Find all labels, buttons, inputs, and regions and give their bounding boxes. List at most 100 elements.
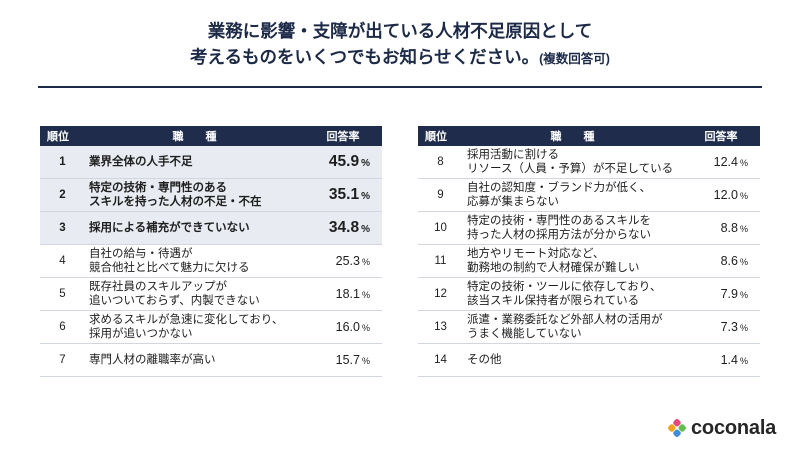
table-row: 5 既存社員のスキルアップが 追いついておらず、内製できない 18.1% — [40, 278, 382, 311]
rank-cell: 10 — [434, 222, 447, 234]
table-row: 3 採用による補充ができていない 34.8% — [40, 212, 382, 245]
logo-petal-bottom — [673, 429, 681, 437]
rank-cell: 8 — [437, 156, 444, 168]
rank-cell: 11 — [434, 255, 447, 267]
job-type-line: 採用活動に割ける — [467, 149, 559, 161]
rank-cell: 3 — [59, 222, 66, 234]
rate-cell: 8.8% — [682, 221, 760, 235]
job-type-line: 求めるスキルが急速に変化しており、 — [89, 314, 284, 326]
job-type-cell: 自社の給与・待遇が 競合他社と比べて魅力に欠ける — [85, 247, 304, 275]
logo-text: coconala — [691, 416, 777, 439]
title-note: (複数回答可) — [539, 52, 610, 66]
title-line-1: 業務に影響・支障が出ている人材不足原因として — [207, 21, 593, 41]
table-row: 13 派遣・業務委託など外部人材の活用が うまく機能していない 7.3% — [418, 311, 760, 344]
rate-cell: 45.9% — [304, 153, 382, 171]
job-type-line: 特定の技術・専門性のある — [89, 182, 227, 194]
rate-cell: 12.0% — [682, 188, 760, 202]
job-type-cell: 専門人材の離職率が高い — [85, 353, 304, 367]
rate-cell: 25.3% — [304, 254, 382, 268]
job-type-cell: 採用による補充ができていない — [85, 221, 304, 235]
percent-unit: % — [739, 158, 748, 168]
job-type-cell: 特定の技術・ツールに依存しており、 該当スキル保持者が限られている — [463, 280, 682, 308]
table-row: 6 求めるスキルが急速に変化しており、 採用が追いつかない 16.0% — [40, 311, 382, 344]
percent-unit: % — [739, 257, 748, 267]
rate-cell: 7.9% — [682, 287, 760, 301]
rate-value: 7.3 — [720, 320, 738, 334]
job-type-cell: 求めるスキルが急速に変化しており、 採用が追いつかない — [85, 313, 304, 341]
rank-cell: 12 — [434, 288, 447, 300]
table-row: 10 特定の技術・専門性のあるスキルを 持った人材の採用方法が分からない 8.8% — [418, 212, 760, 245]
title-question: 考えるものをいくつでもお知らせください。 — [190, 47, 540, 67]
rate-value: 12.0 — [713, 188, 738, 202]
rate-cell: 7.3% — [682, 320, 760, 334]
rate-value: 35.1 — [328, 186, 360, 203]
job-type-line: 持った人材の採用方法が分からない — [467, 229, 651, 241]
job-type-cell: 採用活動に割けるリソース（人員・予算）が不足している — [463, 148, 682, 176]
title-divider — [38, 86, 762, 88]
job-type-line: 自社の給与・待遇が — [89, 248, 193, 260]
percent-unit: % — [361, 257, 370, 267]
logo-petal-top — [673, 419, 681, 427]
rate-cell: 34.8% — [304, 219, 382, 237]
rate-value: 1.4 — [720, 353, 738, 367]
percent-unit: % — [739, 191, 748, 201]
rate-value: 25.3 — [335, 254, 360, 268]
header-rank: 順位 — [425, 131, 447, 143]
logo-petal-right — [678, 424, 686, 432]
table-header: 順位 職 種 回答率 — [40, 126, 382, 146]
logo-petal-left — [668, 424, 676, 432]
job-type-line: リソース（人員・予算）が不足している — [467, 163, 674, 175]
job-type-line: 該当スキル保持者が限られている — [467, 295, 640, 307]
rate-value: 15.7 — [335, 353, 360, 367]
coconala-logo: coconala — [667, 417, 776, 439]
job-type-line: 派遣・業務委託など外部人材の活用が — [467, 314, 663, 326]
coconala-logo-icon — [668, 419, 686, 437]
header-job-type: 職 種 — [172, 131, 217, 143]
rate-cell: 35.1% — [304, 186, 382, 204]
rank-cell: 1 — [59, 156, 66, 168]
percent-unit: % — [739, 356, 748, 366]
ranking-table-right: 順位 職 種 回答率 8 採用活動に割ける リソース（人員・予算）が不足している 12… — [418, 126, 760, 377]
job-type-line: うまく機能していない — [467, 328, 582, 340]
job-type-line: 勤務地の制約で人材確保が難しい — [467, 262, 640, 274]
rate-value: 18.1 — [335, 287, 360, 301]
job-type-cell: 派遣・業務委託など外部人材の活用が うまく機能していない — [463, 313, 682, 341]
ranking-table-left: 順位 職 種 回答率 1 業界全体の人手不足 45.9% 2 特定の技術・専門性のあるス… — [40, 126, 382, 377]
table-row: 9 自社の認知度・ブランド力が低く、 応募が集まらない 12.0% — [418, 179, 760, 212]
job-type-line: 採用が追いつかない — [89, 328, 193, 340]
rank-cell: 6 — [59, 321, 66, 333]
rank-cell: 13 — [434, 321, 447, 333]
rate-cell: 16.0% — [304, 320, 382, 334]
rate-cell: 18.1% — [304, 287, 382, 301]
rate-value: 45.9 — [328, 153, 360, 170]
percent-unit: % — [739, 290, 748, 300]
table-row: 8 採用活動に割ける リソース（人員・予算）が不足している 12.4% — [418, 146, 760, 179]
job-type-line: スキルを持った人材の不足・不在 — [89, 196, 262, 208]
rank-cell: 7 — [59, 354, 66, 366]
table-row: 4 自社の給与・待遇が 競合他社と比べて魅力に欠ける 25.3% — [40, 245, 382, 278]
job-type-line: 特定の技術・ツールに依存しており、 — [467, 281, 662, 293]
table-body: 1 業界全体の人手不足 45.9% 2 特定の技術・専門性のある スキルを持った人材の不足… — [40, 146, 382, 377]
rank-cell: 14 — [434, 354, 447, 366]
job-type-line: 専門人材の離職率が高い — [89, 354, 216, 366]
rank-cell: 9 — [437, 189, 444, 201]
job-type-line: その他 — [467, 354, 502, 366]
rate-value: 16.0 — [335, 320, 360, 334]
job-type-line: 特定の技術・専門性のあるスキルを — [467, 215, 651, 227]
percent-unit: % — [361, 356, 370, 366]
header-job-type: 職 種 — [550, 131, 595, 143]
job-type-cell: 特定の技術・専門性のあるスキルを 持った人材の採用方法が分からない — [463, 214, 682, 242]
table-header: 順位 職 種 回答率 — [418, 126, 760, 146]
job-type-line: 採用による補充ができていない — [89, 222, 250, 234]
rate-cell: 1.4% — [682, 353, 760, 367]
job-type-cell: 業界全体の人手不足 — [85, 155, 304, 169]
job-type-cell: 自社の認知度・ブランド力が低く、 応募が集まらない — [463, 181, 682, 209]
percent-unit: % — [739, 224, 748, 234]
percent-unit: % — [739, 323, 748, 333]
percent-unit: % — [361, 323, 370, 333]
table-row: 14 その他 1.4% — [418, 344, 760, 377]
rank-cell: 5 — [59, 288, 66, 300]
job-type-line: 自社の認知度・ブランド力が低く、 — [467, 182, 651, 194]
job-type-line: 地方やリモート対応など、 — [467, 248, 605, 260]
rank-cell: 4 — [59, 255, 66, 267]
